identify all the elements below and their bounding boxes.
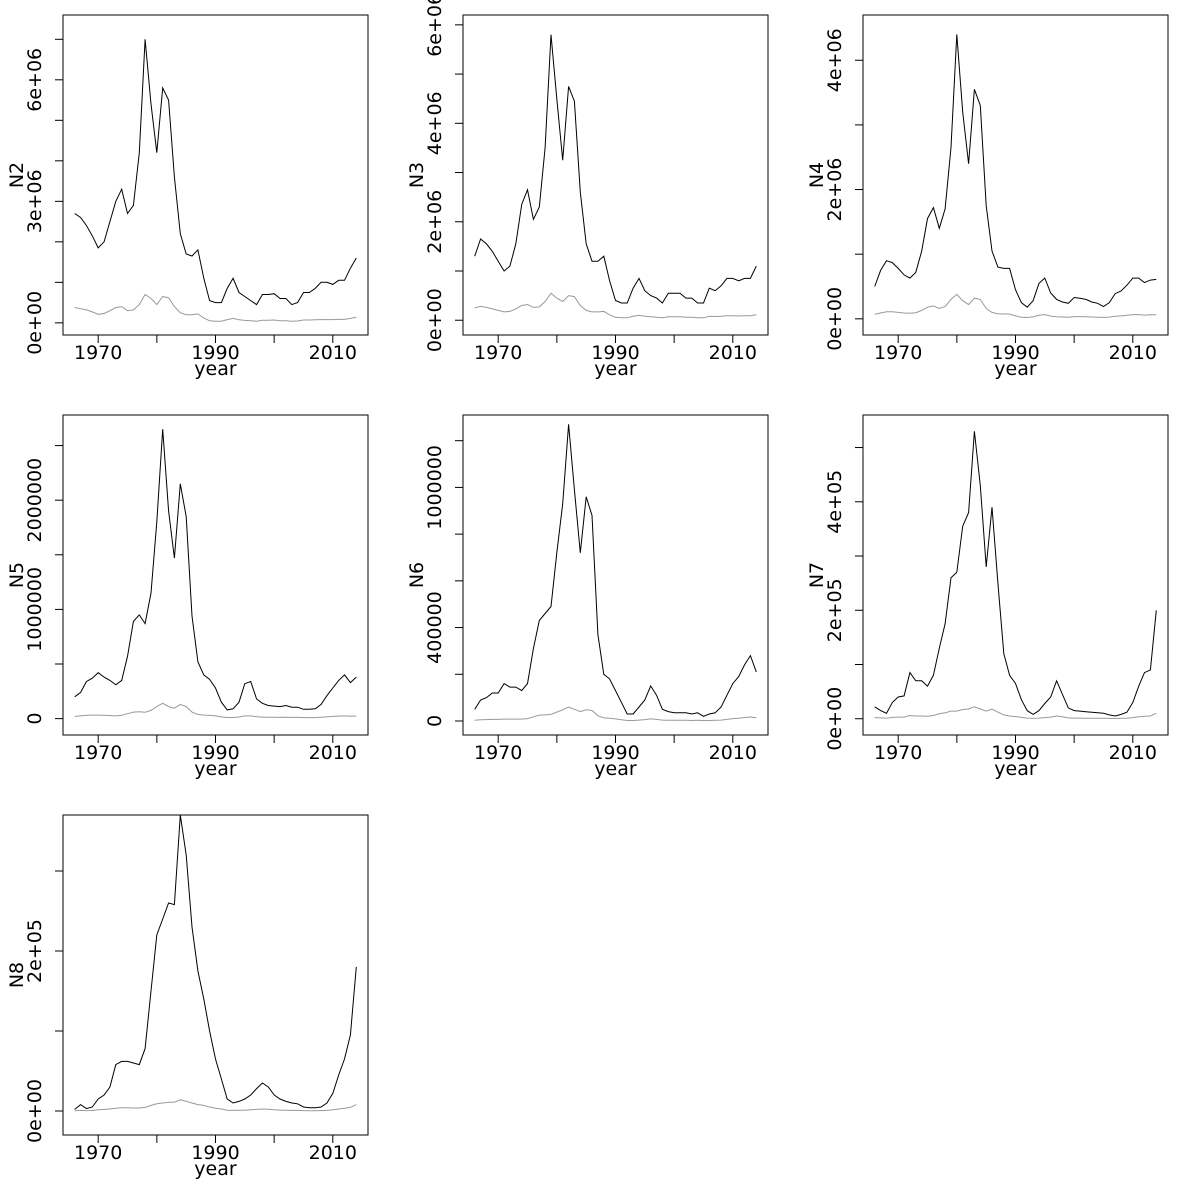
series-line-main: [874, 431, 1157, 717]
x-axis-label: year: [194, 358, 237, 380]
x-tick-label: 2010: [1109, 742, 1157, 764]
y-tick-label: 3e+06: [24, 169, 46, 233]
x-tick-label: 1970: [474, 342, 522, 364]
panel-n7: 1970 1990 2010 year 0e+00 2e+05 4e+05 N7: [806, 414, 1169, 780]
x-tick-label: 2010: [709, 742, 757, 764]
x-axis-label: year: [194, 1158, 237, 1180]
series-line-main: [74, 429, 357, 711]
y-tick-label: 0e+00: [24, 291, 46, 355]
x-tick-label: 1970: [74, 742, 122, 764]
y-tick-label: 0e+00: [824, 287, 846, 351]
x-tick-label: 1990: [191, 1142, 239, 1164]
x-tick-label: 2010: [309, 342, 357, 364]
series-line-main: [74, 814, 357, 1110]
x-tick-label: 1970: [474, 742, 522, 764]
x-tick-label: 1990: [191, 742, 239, 764]
y-tick-label: 0e+00: [24, 1079, 46, 1143]
y-tick-label: 6e+06: [24, 48, 46, 112]
panel-n5: 1970 1990 2010 year 0 1000000 2000000 N5: [6, 414, 369, 780]
y-axis-label: N8: [6, 962, 28, 988]
x-axis-label: year: [994, 758, 1037, 780]
series-line-main: [474, 424, 757, 717]
series-line-secondary: [474, 292, 757, 319]
panel-n6: 1970 1990 2010 year 0 400000 1000000 N6: [406, 414, 769, 780]
y-tick-label: 0e+00: [824, 687, 846, 751]
x-tick-label: 1970: [74, 342, 122, 364]
x-axis-label: year: [594, 358, 637, 380]
x-tick-label: 1990: [991, 342, 1039, 364]
x-axis-label: year: [594, 758, 637, 780]
y-tick-label: 4e+06: [424, 91, 446, 155]
y-axis-label: N6: [406, 562, 428, 588]
series-line-main: [474, 34, 757, 304]
x-tick-label: 1990: [991, 742, 1039, 764]
y-tick-label: 0: [24, 713, 46, 725]
y-tick-label: 1000000: [24, 567, 46, 652]
y-tick-label: 2000000: [24, 458, 46, 543]
panel-n3: 1970 1990 2010 year 0e+00 2e+06 4e+06 6e+06 N3: [406, 0, 769, 380]
x-tick-label: 1970: [874, 742, 922, 764]
x-axis-label: year: [994, 358, 1037, 380]
x-tick-label: 1990: [591, 342, 639, 364]
y-tick-label: 2e+05: [24, 919, 46, 983]
x-tick-label: 1990: [191, 342, 239, 364]
x-tick-label: 2010: [309, 1142, 357, 1164]
y-tick-label: 4e+06: [824, 28, 846, 92]
y-axis-label: N3: [406, 162, 428, 188]
series-line-secondary: [74, 293, 357, 322]
y-axis-label: N7: [806, 562, 828, 588]
panel-n4: 1970 1990 2010 year 0e+00 2e+06 4e+06 N4: [806, 14, 1169, 380]
series-line-secondary: [74, 1099, 357, 1112]
series-line-main: [874, 34, 1157, 308]
y-tick-label: 4e+05: [824, 470, 846, 534]
y-tick-label: 2e+05: [824, 578, 846, 642]
y-axis-label: N4: [806, 162, 828, 188]
x-axis-label: year: [194, 758, 237, 780]
x-tick-label: 1970: [874, 342, 922, 364]
series-line-secondary: [74, 702, 357, 719]
y-tick-label: 2e+06: [824, 158, 846, 222]
series-line-secondary: [874, 293, 1157, 319]
panels: 1970 1990 2010 year 0e+00 3e+06 6e+06 N2 1970 199…: [6, 0, 1169, 1180]
series-line-main: [74, 39, 357, 306]
y-tick-label: 1000000: [424, 445, 446, 530]
x-tick-label: 1970: [74, 1142, 122, 1164]
x-tick-label: 2010: [1109, 342, 1157, 364]
y-tick-label: 0e+00: [424, 288, 446, 352]
y-tick-label: 0: [424, 715, 446, 727]
x-tick-label: 2010: [709, 342, 757, 364]
x-tick-label: 2010: [309, 742, 357, 764]
y-tick-label: 6e+06: [424, 0, 446, 57]
y-axis-label: N5: [6, 562, 28, 588]
x-tick-label: 1990: [591, 742, 639, 764]
y-tick-label: 2e+06: [424, 190, 446, 254]
y-tick-label: 400000: [424, 591, 446, 664]
panel-n2: 1970 1990 2010 year 0e+00 3e+06 6e+06 N2: [6, 14, 369, 380]
series-line-secondary: [874, 706, 1157, 720]
y-axis-label: N2: [6, 162, 28, 188]
series-line-secondary: [474, 706, 757, 722]
